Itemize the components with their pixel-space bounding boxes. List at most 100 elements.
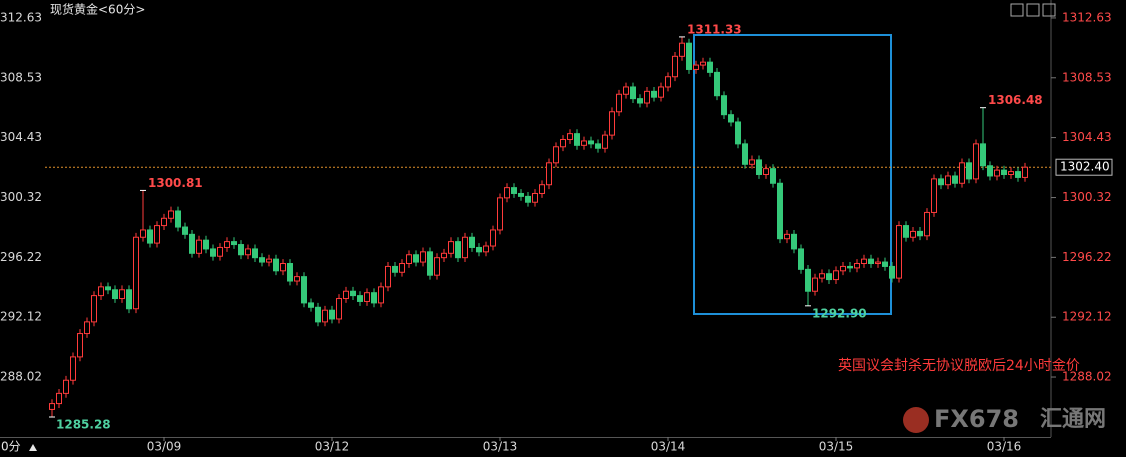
candle-body bbox=[280, 263, 286, 272]
candle-body bbox=[693, 64, 699, 70]
candle-body bbox=[847, 265, 853, 269]
candle-body bbox=[658, 86, 664, 98]
candle-body bbox=[567, 133, 573, 140]
toolbar bbox=[1010, 3, 1056, 17]
candle-body bbox=[420, 251, 426, 263]
candle-body bbox=[511, 187, 517, 194]
candle-body bbox=[602, 134, 608, 149]
candle-body bbox=[700, 61, 706, 66]
current-price-box bbox=[1055, 158, 1113, 176]
candle-body bbox=[371, 292, 377, 304]
candle-body bbox=[294, 276, 300, 282]
candle-body bbox=[679, 42, 685, 57]
candle-body bbox=[364, 292, 370, 302]
candle-body bbox=[161, 217, 167, 227]
candle-body bbox=[721, 95, 727, 116]
candle-body bbox=[735, 121, 741, 145]
candle-body bbox=[315, 306, 321, 323]
candle-body bbox=[1008, 171, 1014, 176]
y-tick-label: 1296.22 bbox=[1062, 250, 1112, 264]
candle-body bbox=[910, 230, 916, 238]
candle-body bbox=[385, 265, 391, 288]
candle-body bbox=[742, 143, 748, 165]
candle-body bbox=[70, 356, 76, 381]
candle-body bbox=[651, 90, 657, 98]
tool-button[interactable] bbox=[1010, 3, 1024, 17]
y-tick-label-left: 1312.63 bbox=[0, 10, 42, 24]
tool-button[interactable] bbox=[1042, 3, 1056, 17]
candle-body bbox=[938, 178, 944, 186]
candle-body bbox=[259, 257, 265, 263]
candle-body bbox=[175, 210, 181, 228]
candle-body bbox=[490, 229, 496, 247]
y-tick-label: 1304.43 bbox=[1062, 130, 1112, 144]
y-tick-label-left: 1304.43 bbox=[0, 130, 42, 144]
candle-body bbox=[812, 277, 818, 292]
candle-body bbox=[308, 302, 314, 308]
candle-body bbox=[588, 140, 594, 145]
tool-button[interactable] bbox=[1026, 3, 1040, 17]
candle-body bbox=[616, 93, 622, 113]
high-label: 1306.48 bbox=[988, 93, 1043, 107]
candle-body bbox=[343, 290, 349, 300]
candle-body bbox=[266, 258, 272, 263]
candle-body bbox=[903, 225, 909, 238]
candle-body bbox=[322, 309, 328, 323]
candle-body bbox=[931, 178, 937, 213]
x-tick-label: 03/09 bbox=[147, 440, 182, 454]
candle-body bbox=[392, 265, 398, 273]
candle-body bbox=[476, 246, 482, 253]
y-tick-label-left: 1308.53 bbox=[0, 70, 42, 84]
candle-body bbox=[630, 86, 636, 100]
candle-body bbox=[987, 165, 993, 177]
candle-body bbox=[252, 248, 258, 259]
candle-body bbox=[560, 138, 566, 148]
candle-body bbox=[196, 239, 202, 254]
candle-body bbox=[1022, 166, 1028, 178]
candle-body bbox=[966, 162, 972, 180]
y-tick-label: 1288.02 bbox=[1062, 370, 1112, 384]
candle-body bbox=[770, 168, 776, 184]
candle-body bbox=[861, 258, 867, 265]
y-tick-label: 1300.32 bbox=[1062, 190, 1112, 204]
candle-body bbox=[168, 210, 174, 219]
candle-body bbox=[826, 273, 832, 281]
candle-body bbox=[56, 392, 62, 405]
candle-body bbox=[441, 252, 447, 259]
candle-body bbox=[756, 159, 762, 176]
watermark-cn: 汇通网 bbox=[1040, 407, 1106, 432]
candle-body bbox=[77, 333, 83, 358]
candle-body bbox=[301, 276, 307, 304]
low-label: 1285.28 bbox=[56, 418, 111, 432]
candle-body bbox=[105, 286, 111, 291]
scroll-arrow[interactable] bbox=[29, 444, 37, 451]
y-tick-label-left: 1296.22 bbox=[0, 250, 42, 264]
high-label: 1311.33 bbox=[687, 22, 742, 36]
candle-body bbox=[287, 263, 293, 282]
x-tick-label: 03/12 bbox=[315, 440, 350, 454]
candle-body bbox=[406, 254, 412, 265]
candle-body bbox=[763, 168, 769, 176]
candle-body bbox=[357, 295, 363, 302]
y-tick-label-left: 1300.32 bbox=[0, 190, 42, 204]
candle-body bbox=[518, 192, 524, 197]
candle-body bbox=[623, 86, 629, 95]
candle-body bbox=[609, 111, 615, 136]
candle-body bbox=[224, 241, 230, 248]
candle-body bbox=[98, 286, 104, 297]
y-tick-label-left: 1292.12 bbox=[0, 310, 42, 324]
x-tick-label: 03/14 bbox=[651, 440, 686, 454]
y-tick-label: 1292.12 bbox=[1062, 310, 1112, 324]
candle-body bbox=[91, 295, 97, 323]
candle-body bbox=[581, 140, 587, 146]
candle-body bbox=[875, 261, 881, 265]
candle-body bbox=[686, 42, 692, 70]
high-label: 1300.81 bbox=[148, 176, 203, 190]
candle-body bbox=[980, 143, 986, 167]
candle-body bbox=[637, 98, 643, 104]
candle-body bbox=[833, 270, 839, 281]
candle-body bbox=[413, 254, 419, 263]
candle-body bbox=[896, 225, 902, 279]
candle-body bbox=[497, 197, 503, 231]
candle-body bbox=[672, 55, 678, 78]
